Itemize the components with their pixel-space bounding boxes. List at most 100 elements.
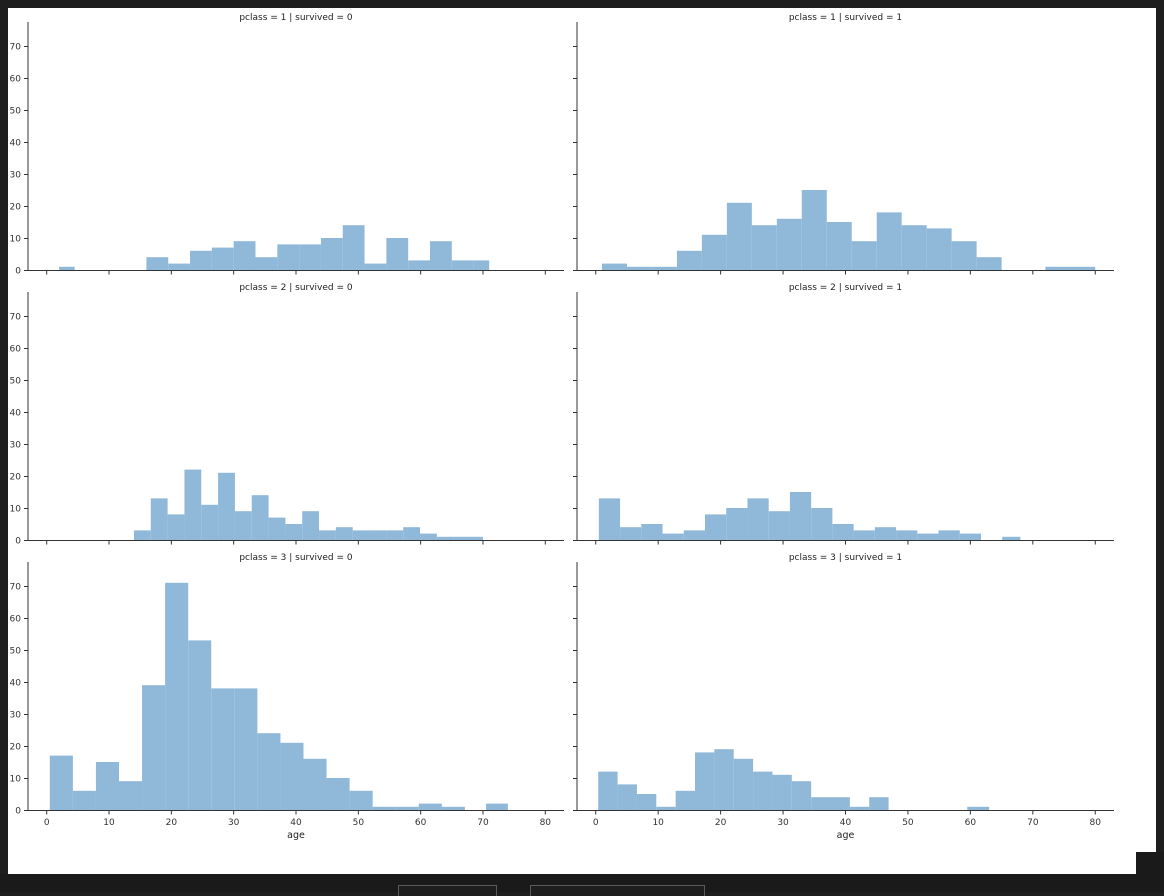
y-tick-label: 0 [15,267,21,277]
y-tick-label: 40 [10,139,22,149]
histogram-bar [119,781,143,810]
x-tick-label: 80 [1090,818,1102,828]
histogram-bar [326,778,350,810]
histogram-bar [876,212,902,270]
x-tick-label: 50 [902,818,914,828]
panel-title: pclass = 1 | survived = 1 [789,13,902,23]
x-tick-label: 30 [777,818,789,828]
histogram-bar [811,797,831,810]
histogram-bar [133,530,151,540]
histogram-bar [303,758,327,810]
y-tick-label: 20 [10,743,22,753]
y-tick-label: 20 [10,473,22,483]
histogram-bar [938,530,960,540]
histogram-bar [251,495,269,540]
bottom-button-left[interactable] [398,885,497,896]
histogram-bar [277,244,300,270]
histogram-bar [299,244,321,270]
histogram-bar [408,260,430,270]
x-tick-label: 40 [840,818,852,828]
histogram-bar [211,688,235,810]
histogram-bar [849,806,870,810]
panel-title: pclass = 3 | survived = 1 [789,553,902,563]
y-tick-label: 30 [10,441,22,451]
y-tick-label: 50 [10,647,22,657]
chart-canvas: pclass = 1 | survived = 0 0 10 20 30 40 50 60 70… [10,13,1114,841]
x-tick-label: 40 [290,818,302,828]
histogram-bar [714,749,734,810]
bottom-button-right[interactable] [530,885,705,896]
x-tick-label: 70 [1027,818,1039,828]
x-tick-label: 60 [965,818,977,828]
x-tick-label: 20 [166,818,178,828]
histogram-bar [451,260,474,270]
x-axis-label: age [837,830,855,841]
histogram-bar [801,190,827,270]
histogram-bar [257,733,281,810]
histogram-bar [190,250,212,270]
histogram-bar [598,771,618,810]
histogram-bar [453,536,483,540]
panel-title: pclass = 2 | survived = 1 [789,283,902,293]
histogram-bar [901,225,927,270]
histogram-bar [751,225,777,270]
histogram-bar [776,218,802,270]
y-tick-label: 50 [10,107,22,117]
y-tick-label: 10 [10,505,22,515]
histogram-bar [59,266,75,270]
histogram-bar [342,225,365,270]
histogram-bar [656,806,676,810]
histogram-bar [701,234,727,270]
histogram-bar [620,527,642,540]
y-tick-label: 30 [10,171,22,181]
histogram-bar [976,257,1002,270]
histogram-bar [753,771,773,810]
histogram-bar [146,257,169,270]
histogram-bar [320,238,343,270]
histogram-bar [188,640,212,810]
y-tick-label: 0 [15,537,21,547]
x-tick-label: 0 [44,818,50,828]
histogram-bar [832,524,854,540]
histogram-bar [364,263,387,270]
y-tick-label: 70 [10,583,22,593]
x-tick-label: 0 [593,818,599,828]
y-tick-label: 70 [10,313,22,323]
y-tick-label: 70 [10,43,22,53]
histogram-bar [280,742,304,810]
histogram-bar [319,530,336,540]
histogram-bar [791,781,812,810]
histogram-bar [926,228,952,270]
histogram-bar [335,527,353,540]
histogram-bar [441,806,465,810]
histogram-bar [395,806,419,810]
histogram-bar [683,530,706,540]
histogram-bar [473,260,490,270]
histogram-bar [150,498,168,540]
histogram-bar [285,524,303,540]
panel-title: pclass = 3 | survived = 0 [239,553,353,563]
histogram-bar [959,533,981,540]
histogram-bar [826,222,852,270]
histogram-bar [302,511,320,540]
histogram-bar [747,498,769,540]
histogram-bar [869,797,889,810]
y-tick-label: 10 [10,235,22,245]
y-tick-label: 40 [10,409,22,419]
y-tick-label: 20 [10,203,22,213]
histogram-bar [967,806,990,810]
y-tick-label: 10 [10,775,22,785]
histogram-bar [676,250,702,270]
histogram-bar [626,266,652,270]
histogram-bar [917,533,939,540]
histogram-bar [386,530,404,540]
histogram-bar [726,508,748,540]
histogram-bar [874,527,897,540]
histogram-bar [662,533,684,540]
histogram-bar [733,758,754,810]
histogram-bar [418,803,442,810]
histogram-bar [352,530,370,540]
histogram-bar [851,241,877,270]
window-edge-notch [1136,852,1164,874]
histogram-bar [268,517,286,540]
